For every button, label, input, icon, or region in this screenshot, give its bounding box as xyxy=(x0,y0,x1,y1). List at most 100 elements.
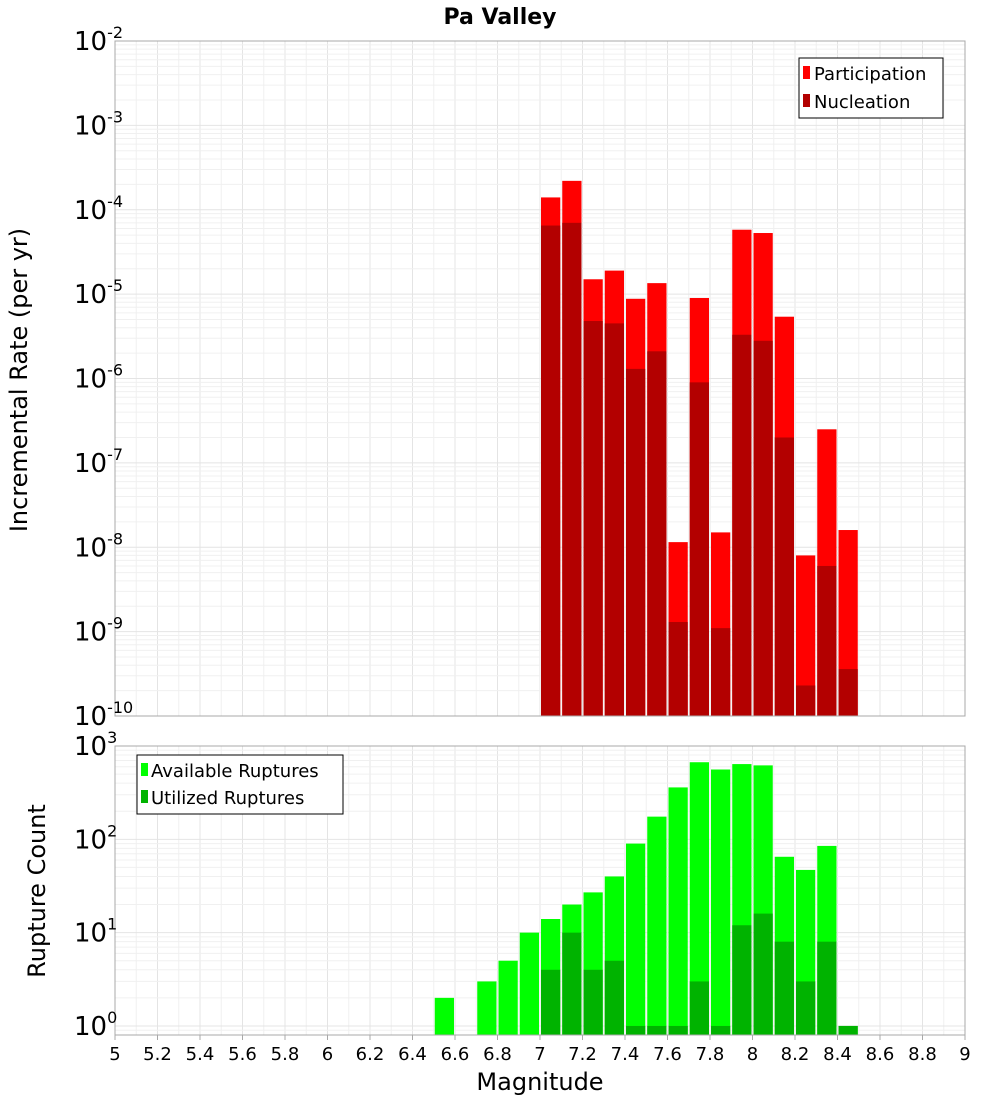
x-tick-label: 8 xyxy=(747,1044,758,1065)
x-tick-label: 5 xyxy=(109,1044,120,1065)
utilized-ruptures-bar xyxy=(583,969,603,1035)
y-tick-base: 10 xyxy=(74,825,107,855)
utilized-ruptures-bar xyxy=(668,1025,688,1035)
nucleation-bar xyxy=(753,340,773,716)
y-tick-exponent: 2 xyxy=(107,821,117,840)
nucleation-bar xyxy=(838,669,858,716)
available-legend-label: Available Ruptures xyxy=(151,761,319,782)
y-tick-base: 10 xyxy=(74,618,107,648)
y-tick-base: 10 xyxy=(74,196,107,226)
y-tick-base: 10 xyxy=(74,27,107,57)
y-tick-exponent: -9 xyxy=(107,614,123,633)
y-tick-exponent: 3 xyxy=(107,728,117,747)
y-tick-label: 100 xyxy=(74,1008,117,1042)
available-ruptures-bar xyxy=(519,932,539,1035)
y-tick-base: 10 xyxy=(74,365,107,395)
rate-grid xyxy=(114,40,966,717)
available-legend-swatch xyxy=(141,763,148,776)
utilized-ruptures-bar xyxy=(626,1025,646,1035)
y-tick-base: 10 xyxy=(74,449,107,479)
y-tick-label: 10-3 xyxy=(74,107,123,141)
x-tick-label: 6.2 xyxy=(356,1044,385,1065)
x-axis-ticks: 5 5.2 5.4 5.6 5.8 6 6.2 6.4 6.6 6.8 7 7.2 7.4 7.6 7.8 8… xyxy=(109,1035,971,1065)
x-tick-label: 6.6 xyxy=(441,1044,470,1065)
x-tick-label: 7.6 xyxy=(653,1044,682,1065)
nucleation-bar xyxy=(626,368,646,716)
utilized-ruptures-bar xyxy=(604,960,624,1035)
utilized-legend-swatch xyxy=(141,790,148,803)
x-tick-label: 5.8 xyxy=(271,1044,300,1065)
x-tick-label: 8.6 xyxy=(866,1044,895,1065)
y-tick-label: 103 xyxy=(74,728,117,762)
nucleation-bar xyxy=(562,222,582,716)
utilized-legend-label: Utilized Ruptures xyxy=(151,788,304,809)
x-tick-label: 5.2 xyxy=(143,1044,172,1065)
x-tick-label: 6.4 xyxy=(398,1044,427,1065)
x-tick-label: 5.4 xyxy=(186,1044,215,1065)
y-tick-label: 10-10 xyxy=(74,698,133,732)
nucleation-bar xyxy=(817,565,837,716)
chart-title: Pa Valley xyxy=(443,5,556,30)
available-ruptures-bar xyxy=(498,960,518,1035)
y-tick-base: 10 xyxy=(74,280,107,310)
y-tick-label: 10-8 xyxy=(74,529,123,563)
available-ruptures-bar xyxy=(668,787,688,1035)
utilized-ruptures-bar xyxy=(541,969,561,1035)
nucleation-bar xyxy=(774,437,794,716)
y-tick-exponent: -10 xyxy=(107,698,133,717)
y-tick-label: 102 xyxy=(74,821,117,855)
utilized-ruptures-bar xyxy=(732,925,752,1035)
count-legend: Available Ruptures Utilized Ruptures xyxy=(136,754,344,815)
x-tick-label: 8.2 xyxy=(781,1044,810,1065)
nucleation-bar xyxy=(604,323,624,716)
x-tick-label: 6.8 xyxy=(483,1044,512,1065)
available-ruptures-bar xyxy=(626,843,646,1035)
utilized-ruptures-bar xyxy=(774,941,794,1035)
count-y-axis-label: Rupture Count xyxy=(23,804,51,978)
y-tick-label: 10-6 xyxy=(74,361,123,395)
y-tick-label: 10-2 xyxy=(74,23,123,57)
y-tick-base: 10 xyxy=(74,732,107,762)
nucleation-bar xyxy=(796,685,816,716)
available-ruptures-bar xyxy=(434,997,454,1035)
nucleation-bar xyxy=(689,382,709,716)
y-tick-exponent: 1 xyxy=(107,915,117,934)
utilized-ruptures-bar xyxy=(817,941,837,1035)
y-tick-base: 10 xyxy=(74,111,107,141)
y-tick-exponent: -2 xyxy=(107,23,123,42)
available-ruptures-bar xyxy=(711,769,731,1035)
nucleation-bar xyxy=(732,334,752,716)
y-tick-exponent: -3 xyxy=(107,107,123,126)
y-tick-base: 10 xyxy=(74,919,107,949)
y-tick-label: 10-5 xyxy=(74,276,123,310)
x-tick-label: 6 xyxy=(322,1044,333,1065)
rate-legend-box xyxy=(798,57,944,119)
participation-legend-label: Participation xyxy=(814,64,926,85)
y-tick-label: 10-4 xyxy=(74,192,123,226)
x-tick-label: 7.2 xyxy=(568,1044,597,1065)
x-tick-label: 7.4 xyxy=(611,1044,640,1065)
nucleation-bar xyxy=(647,351,667,716)
utilized-ruptures-bar xyxy=(647,1025,667,1035)
x-tick-label: 7 xyxy=(534,1044,545,1065)
available-ruptures-bar xyxy=(689,762,709,1035)
x-tick-label: 5.6 xyxy=(228,1044,257,1065)
y-tick-exponent: 0 xyxy=(107,1008,117,1027)
x-tick-label: 8.8 xyxy=(908,1044,937,1065)
y-tick-label: 101 xyxy=(74,915,117,949)
utilized-ruptures-bar xyxy=(689,981,709,1035)
rate-legend: Participation Nucleation xyxy=(798,57,944,119)
y-tick-exponent: -5 xyxy=(107,276,123,295)
y-tick-base: 10 xyxy=(74,1012,107,1042)
nucleation-bar xyxy=(668,622,688,716)
y-tick-exponent: -6 xyxy=(107,361,123,380)
x-tick-label: 7.8 xyxy=(696,1044,725,1065)
participation-legend-swatch xyxy=(803,66,810,79)
participation-bar xyxy=(796,555,816,716)
y-tick-exponent: -4 xyxy=(107,192,123,211)
